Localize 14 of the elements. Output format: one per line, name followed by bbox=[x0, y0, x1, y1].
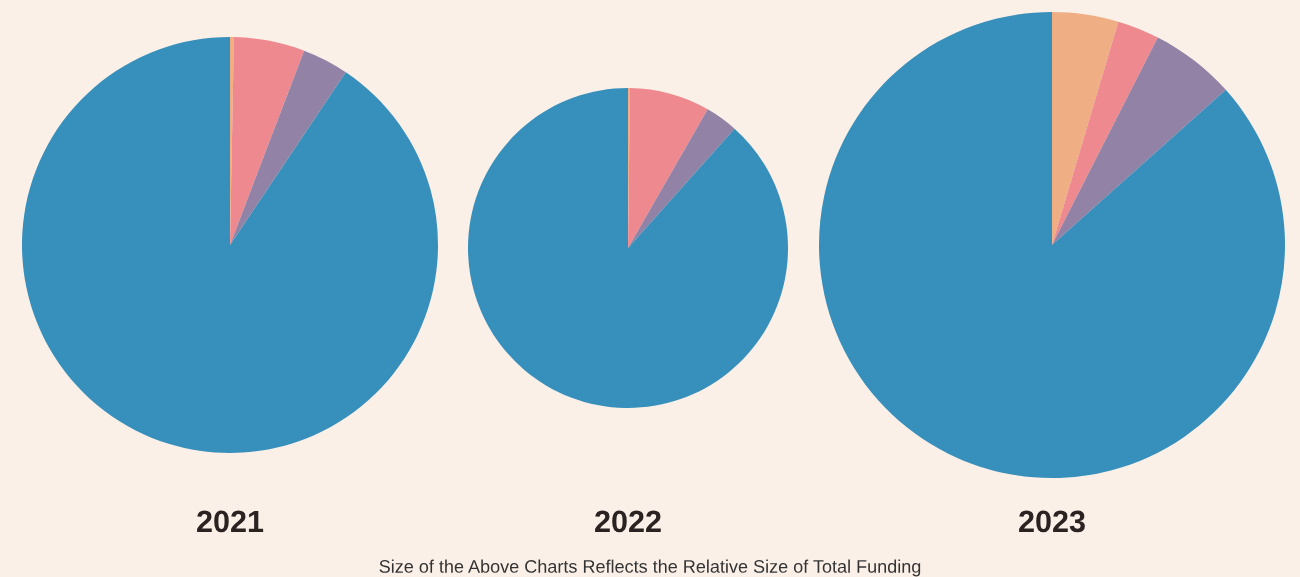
text: 2021 bbox=[197, 510, 264, 533]
pie-slice bbox=[819, 12, 1285, 478]
pie-slice bbox=[230, 50, 346, 245]
text: 2023 bbox=[1019, 510, 1085, 533]
pie-slice bbox=[1052, 37, 1226, 245]
pie-slice bbox=[1052, 12, 1119, 245]
pie-slice bbox=[628, 88, 708, 248]
text: Size of the Above Charts Reflects the Relative Size of Total Funding bbox=[379, 559, 921, 577]
pie-slice bbox=[1052, 21, 1158, 245]
pie-slice bbox=[628, 109, 735, 248]
pie-slice bbox=[230, 37, 305, 245]
pie-slice bbox=[22, 37, 438, 453]
text: 2022 bbox=[595, 510, 661, 533]
pie-slice bbox=[468, 88, 788, 408]
